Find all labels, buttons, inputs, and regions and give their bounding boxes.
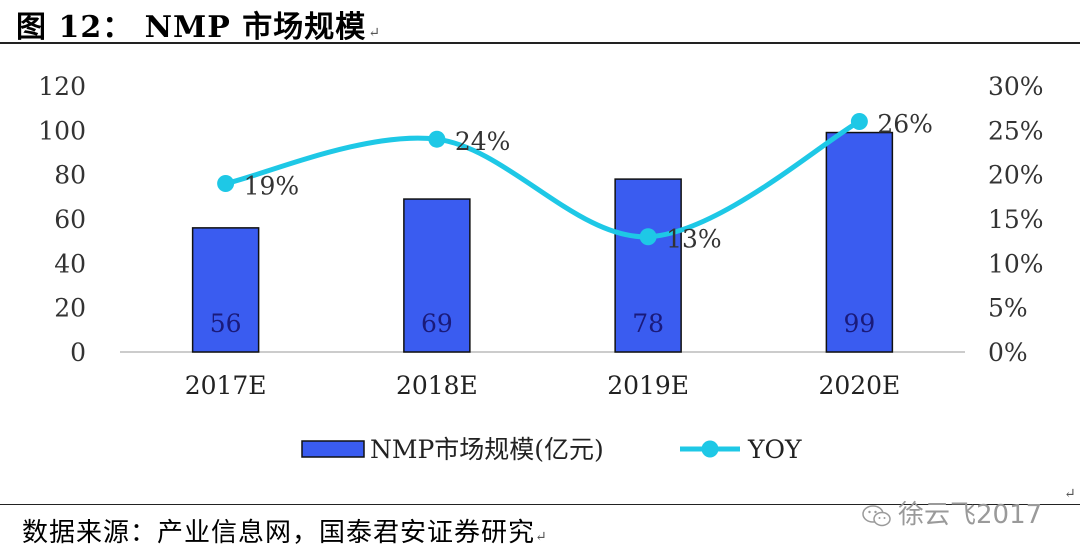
chart: 0 20 40 60 80 100 120 0% 5% 10% 15% 20% 25% 30% 2017E 2… (38, 72, 1043, 464)
y-left-tick-label: 0 (70, 338, 86, 367)
yoy-point (217, 175, 235, 193)
bar-value-label: 78 (632, 309, 664, 338)
side-return-mark: ↵ (1064, 486, 1076, 502)
yoy-point (428, 130, 446, 148)
title-return-mark: ↵ (368, 25, 382, 41)
legend-bar-swatch (301, 440, 365, 458)
legend-line-label: YOY (747, 435, 802, 464)
y-left-tick-label: 20 (54, 294, 86, 323)
wechat-icon (862, 504, 891, 526)
bar-value-label: 56 (210, 309, 242, 338)
bar (825, 131, 894, 353)
y-right-tick-label: 30% (988, 72, 1044, 101)
legend-bar-label: NMP市场规模(亿元) (370, 435, 604, 464)
legend-line-marker (701, 440, 719, 458)
y-right-tick-label: 5% (988, 294, 1028, 323)
yoy-line: 19% 24% 13% 26% (217, 109, 933, 254)
y-left-tick-label: 40 (54, 249, 86, 278)
yoy-point-label: 19% (244, 172, 300, 201)
watermark-text: 徐云飞2017 (898, 500, 1043, 530)
x-tick-label: 2020E (818, 371, 900, 400)
legend: NMP市场规模(亿元) YOY (301, 435, 802, 464)
yoy-point-label: 26% (877, 109, 933, 138)
y-right-tick-label: 10% (988, 249, 1044, 278)
yoy-point-label: 24% (455, 127, 511, 156)
y-left-tick-label: 100 (38, 116, 86, 145)
x-tick-label: 2019E (607, 371, 689, 400)
bar (614, 178, 682, 353)
x-tick-label: 2017E (185, 371, 267, 400)
y-right-tick-label: 15% (988, 205, 1044, 234)
yoy-point (850, 112, 868, 130)
y-left-tick-label: 60 (54, 205, 86, 234)
source-note: 数据来源：产业信息网，国泰君安证券研究↵ (22, 518, 548, 548)
bar (191, 227, 260, 353)
top-rule (0, 42, 1080, 44)
figure-title: 图 12： NMP 市场规模 ↵ (16, 10, 382, 45)
yoy-point (639, 228, 657, 246)
bar (403, 198, 471, 353)
y-right-tick-label: 20% (988, 161, 1044, 190)
y-right-tick-label: 0% (988, 338, 1028, 367)
x-tick-label: 2018E (396, 371, 478, 400)
bar-value-label: 99 (843, 309, 875, 338)
bottom-rule (0, 504, 1080, 505)
axes: 0 20 40 60 80 100 120 0% 5% 10% 15% 20% 25% 30% 2017E 2… (38, 72, 1043, 400)
source-return-mark: ↵ (535, 529, 548, 545)
yoy-point-label: 13% (666, 225, 722, 254)
watermark: 徐云飞2017 (862, 494, 1042, 531)
yoy-curve (225, 119, 861, 240)
y-left-tick-label: 120 (38, 72, 86, 101)
bar-value-label: 69 (421, 309, 453, 338)
y-left-tick-label: 80 (54, 161, 86, 190)
y-right-tick-label: 25% (988, 116, 1044, 145)
bars: 56 69 78 99 (191, 131, 894, 353)
